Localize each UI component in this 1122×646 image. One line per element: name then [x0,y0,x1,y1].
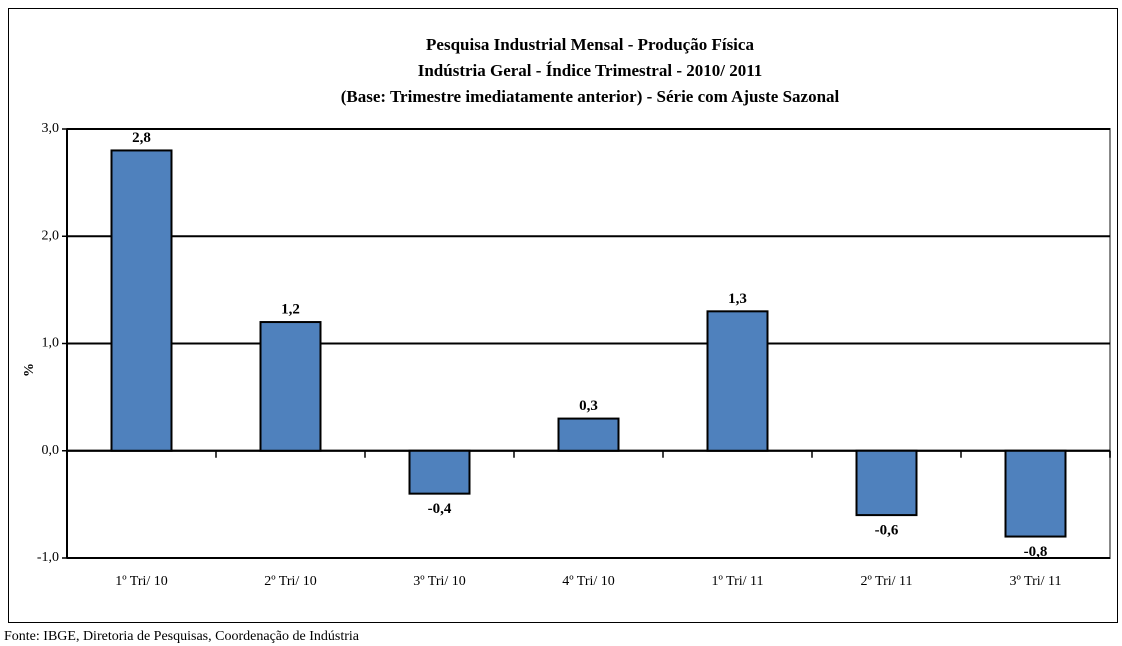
y-tick-label: 3,0 [42,121,60,136]
data-label: -0,4 [428,501,452,517]
chart-title: Pesquisa Industrial Mensal - Produção Fí… [426,35,754,54]
y-tick-label: 2,0 [42,228,60,243]
x-tick-label: 4º Tri/ 10 [562,574,615,589]
chart-border [8,8,1118,623]
bar [1004,449,1067,538]
bar [408,449,471,495]
bar [259,321,322,452]
chart-title: (Base: Trimestre imediatamente anterior)… [341,87,840,106]
y-axis-label: % [22,363,37,377]
x-tick-label: 3º Tri/ 10 [413,574,466,589]
bar [557,417,620,452]
y-tick-label: 0,0 [42,443,60,458]
x-tick-label: 2º Tri/ 11 [860,574,912,589]
data-label: 1,2 [281,301,300,317]
source-note: Fonte: IBGE, Diretoria de Pesquisas, Coo… [4,629,360,644]
bar [855,449,918,517]
y-tick-label: -1,0 [37,550,59,565]
data-label: -0,6 [875,523,899,539]
x-tick-label: 1º Tri/ 10 [115,574,168,589]
data-label: 1,3 [728,291,747,307]
x-tick-label: 1º Tri/ 11 [711,574,763,589]
bar [110,149,173,452]
data-label: 0,3 [579,398,598,414]
x-tick-label: 2º Tri/ 10 [264,574,317,589]
chart-title: Indústria Geral - Índice Trimestral - 20… [418,61,763,80]
data-label: 2,8 [132,130,151,146]
y-tick-label: 1,0 [42,336,60,351]
x-tick-label: 3º Tri/ 11 [1009,574,1061,589]
data-label: -0,8 [1024,544,1048,560]
bar [706,310,769,452]
